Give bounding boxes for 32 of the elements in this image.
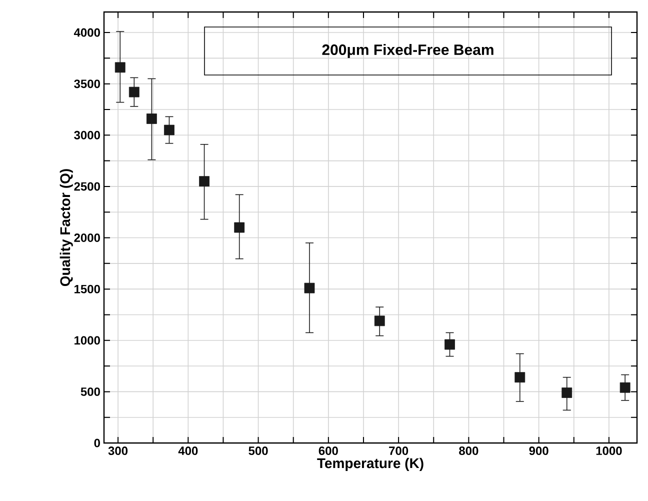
x-tick-label: 400 — [178, 446, 198, 456]
point — [146, 114, 157, 124]
y-tick-label: 3500 — [74, 80, 100, 88]
y-axis-title: Quality Factor (Q) — [60, 169, 73, 286]
y-tick-label: 2000 — [74, 234, 100, 242]
point — [620, 382, 630, 393]
point — [444, 339, 455, 350]
point — [128, 86, 140, 98]
x-tick-label: 700 — [389, 446, 408, 456]
y-tick-label: 1000 — [74, 336, 100, 345]
annotation: 200μm Fixed-Free Beam — [322, 44, 494, 58]
point — [304, 282, 315, 294]
x-tick-label: 900 — [529, 446, 548, 456]
y-tick-label: 0 — [94, 438, 100, 448]
point — [164, 124, 174, 136]
y-tick-label: 2500 — [74, 182, 100, 191]
x-tick-label: 800 — [459, 446, 478, 456]
y-tick-label: 500 — [80, 387, 100, 396]
point — [514, 372, 526, 383]
x-tick-label: 500 — [248, 446, 268, 456]
x-tick-label: 300 — [108, 446, 128, 456]
point — [234, 222, 245, 233]
y-tick-label: 3000 — [74, 130, 100, 140]
point — [199, 176, 210, 187]
y-tick-label: 1500 — [74, 284, 100, 294]
x-tick-label: 1000 — [596, 446, 622, 456]
x-axis-title: Temperature (K) — [317, 458, 424, 471]
x-tick-label: 600 — [318, 446, 338, 456]
y-tick-label: 4000 — [74, 28, 100, 37]
point — [114, 62, 126, 73]
point — [562, 388, 572, 398]
point — [374, 316, 385, 326]
